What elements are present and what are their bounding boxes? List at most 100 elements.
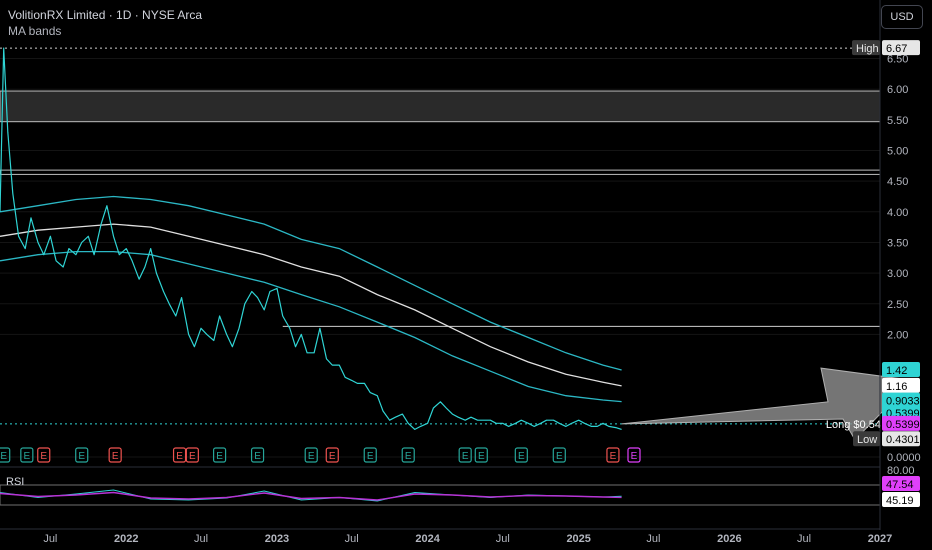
chart-title: VolitionRX Limited · 1D · NYSE Arca (8, 8, 203, 22)
earnings-marker (250, 447, 265, 463)
earnings-marker-label: E (112, 451, 119, 462)
earnings-marker (627, 447, 641, 463)
rsi-ma-line (0, 491, 622, 501)
earnings-marker (212, 447, 227, 463)
price-line (0, 47, 622, 430)
earnings-marker (172, 447, 187, 463)
earnings-marker (20, 447, 34, 463)
time-tick-label: 2022 (114, 533, 138, 545)
price-tick-label: 6.00 (887, 84, 908, 96)
earnings-marker-label: E (23, 451, 30, 462)
price-tick-label: 5.00 (887, 146, 908, 158)
price-tick-label: 2.50 (887, 299, 908, 311)
time-tick-label: 2026 (717, 533, 741, 545)
price-zones (0, 90, 881, 175)
ma-bands (0, 195, 622, 403)
earnings-marker-label: E (0, 451, 7, 462)
price-tick-label: 0.0000 (887, 452, 921, 464)
earnings-marker-label: E (518, 451, 525, 462)
rsi-value-tag-box (882, 476, 920, 491)
earnings-marker (325, 447, 339, 463)
rsi-title: RSI (6, 476, 24, 488)
ma-band-lower (0, 250, 622, 403)
band-upper-tag: 1.42 (886, 365, 907, 377)
high-price-tag-box (882, 40, 920, 56)
earnings-marker-label: E (556, 451, 563, 462)
rsi-ma-value-tag-box (882, 492, 920, 507)
high-label-box (852, 40, 880, 56)
earnings-marker-label: E (367, 451, 374, 462)
time-tick-label: 2024 (415, 533, 440, 545)
current-price-tag: 0.5399 (886, 419, 920, 431)
earnings-marker-label: E (405, 451, 412, 462)
price-tags: 6.67High1.421.160.90330.53990.53990.4301… (852, 40, 920, 507)
rsi-tick-label: 80.00 (887, 465, 915, 477)
current-price-tag-box (882, 415, 920, 431)
earnings-marker (552, 447, 566, 463)
ma-band-upper (0, 195, 622, 371)
price-tick-label: 5.50 (887, 115, 908, 127)
price-tick-label: 4.50 (887, 176, 908, 188)
time-tick-label: Jul (194, 533, 208, 545)
time-tick-label: 2023 (265, 533, 289, 545)
rsi-ma-value-tag: 45.19 (886, 495, 914, 507)
earnings-marker-label: E (78, 451, 85, 462)
earnings-marker-label: E (40, 451, 47, 462)
earnings-marker (185, 447, 199, 463)
band-upper-tag-box (882, 361, 920, 377)
price-tick-label: 2.00 (887, 329, 908, 341)
earnings-marker (0, 447, 11, 463)
band-lower-tag: 0.9033 (886, 396, 920, 408)
price-levels (0, 47, 880, 425)
time-tick-label: 2025 (566, 533, 590, 545)
earnings-marker-label: E (216, 451, 223, 462)
time-tick-label: Jul (646, 533, 660, 545)
earnings-marker-label: E (189, 451, 196, 462)
currency-button[interactable]: USD (881, 5, 923, 29)
time-tick-label: Jul (496, 533, 510, 545)
annotation-label: Long $0.54 (826, 419, 881, 431)
high-price-tag: 6.67 (886, 43, 907, 55)
ma-band-mid (0, 223, 622, 387)
earnings-marker-label: E (631, 451, 638, 462)
low-label-box (853, 431, 880, 447)
low-label: Low (857, 434, 877, 446)
earnings-marker (606, 447, 620, 463)
earnings-marker (458, 447, 472, 463)
band-mid-tag-box (882, 377, 920, 393)
earnings-marker (75, 447, 89, 463)
earnings-marker (108, 447, 122, 463)
time-tick-label: Jul (43, 533, 57, 545)
price-tick-label: 3.00 (887, 268, 908, 280)
price-axis[interactable]: 6.50 6.00 5.50 5.00 4.50 4.00 3.50 3.00 2.50 2.00… (879, 0, 921, 530)
low-price-tag: 0.4301 (886, 434, 920, 446)
price-tick-label: 4.00 (887, 207, 908, 219)
earnings-marker-label: E (329, 451, 336, 462)
earnings-marker-label: E (254, 451, 261, 462)
earnings-marker (304, 447, 318, 463)
price-tick-label: 6.50 (887, 54, 908, 66)
earnings-marker-label: E (610, 451, 617, 462)
earnings-marker-label: E (308, 451, 315, 462)
earnings-marker-label: E (176, 451, 183, 462)
time-tick-label: Jul (797, 533, 811, 545)
earnings-marker-label: E (462, 451, 469, 462)
earnings-marker (514, 447, 528, 463)
resistance-zone (0, 90, 881, 123)
earnings-marker (474, 447, 488, 463)
time-axis[interactable]: Jul 2022 Jul 2023 Jul 2024 Jul 2025 Jul 2026 Jul 20… (0, 528, 892, 545)
low-price-tag-box (882, 431, 920, 447)
indicator-label: MA bands (8, 24, 62, 38)
high-label: High (856, 43, 879, 55)
band-lower-tag-box (882, 392, 920, 408)
earnings-marker-label: E (478, 451, 485, 462)
earnings-marker (363, 447, 377, 463)
rsi-value-tag: 47.54 (886, 479, 914, 491)
price-series (0, 47, 622, 430)
time-tick-label: 2027 (868, 533, 892, 545)
earnings-marker (401, 447, 415, 463)
band-mid-tag: 1.16 (886, 381, 907, 393)
earnings-marker (37, 447, 51, 463)
